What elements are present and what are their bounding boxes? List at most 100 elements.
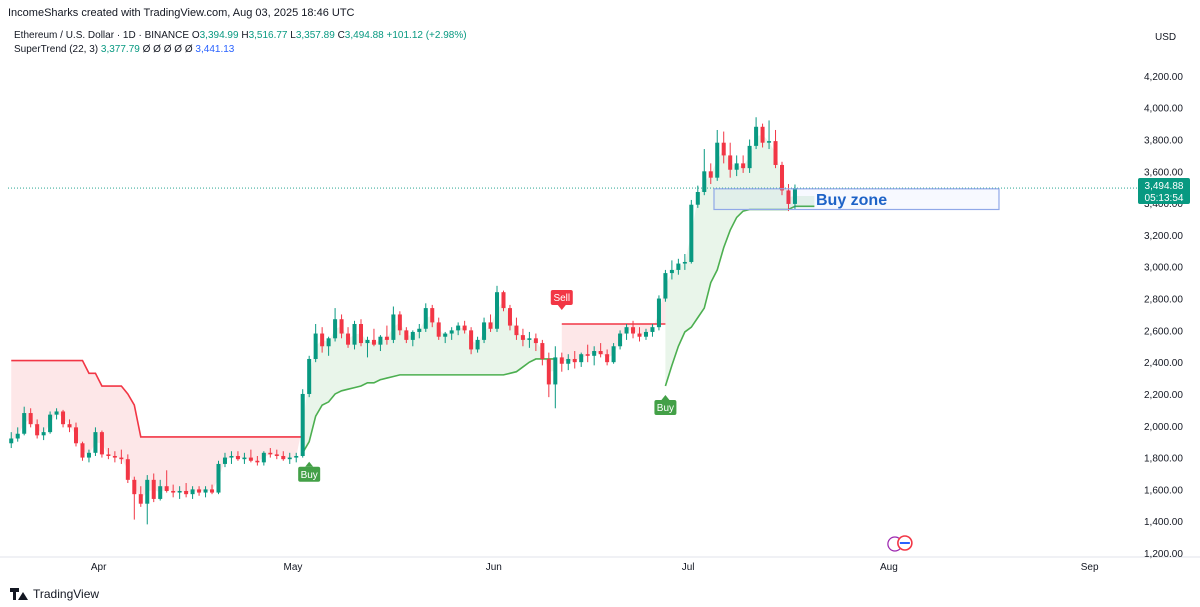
signal-pointer: [557, 304, 566, 310]
candle: [300, 389, 305, 458]
candle: [423, 303, 428, 332]
candle: [779, 161, 785, 196]
candle-body: [462, 325, 467, 331]
candle: [371, 328, 376, 347]
candle: [637, 327, 642, 342]
candle-body: [682, 261, 687, 264]
candle-body: [352, 323, 357, 345]
candle: [767, 120, 772, 150]
candle-body: [242, 457, 247, 460]
candle-body: [475, 339, 480, 350]
price-tick-label: 2,400.00: [1144, 358, 1183, 369]
candle-body: [741, 163, 746, 169]
candle-body: [287, 457, 292, 460]
last-price-tag: [1138, 178, 1190, 205]
candle: [514, 317, 519, 340]
close-value: 3,494.88: [344, 30, 384, 41]
candle: [553, 346, 558, 409]
candle: [475, 336, 480, 353]
candle: [184, 483, 189, 498]
candle: [106, 448, 111, 460]
candle: [93, 427, 98, 456]
signal-pointer: [661, 395, 670, 401]
candle-body: [689, 204, 694, 262]
candle: [650, 323, 655, 337]
candle: [462, 320, 467, 334]
candle-body: [9, 438, 14, 444]
candle: [352, 320, 357, 350]
candle: [294, 452, 299, 463]
candle-body: [592, 351, 597, 356]
candle-body: [643, 331, 648, 337]
candle-body: [333, 319, 338, 339]
candle: [28, 408, 33, 428]
candle-body: [695, 191, 700, 205]
candle-body: [443, 333, 448, 337]
candle: [728, 142, 733, 178]
candle: [307, 355, 312, 398]
price-tick-label: 3,600.00: [1144, 167, 1183, 178]
signal-label: Sell: [553, 293, 570, 304]
candle-body: [190, 489, 195, 495]
candle-body: [22, 413, 27, 434]
candle: [734, 155, 739, 177]
candle-body: [346, 333, 351, 345]
candle-body: [86, 452, 91, 458]
candle-body: [151, 479, 156, 499]
candle: [391, 306, 396, 344]
supertrend-bull-2-fill: [665, 134, 815, 387]
candle: [741, 155, 746, 173]
candle: [22, 406, 27, 436]
candle-body: [598, 351, 603, 355]
candle: [520, 328, 525, 347]
candle: [747, 139, 752, 173]
candle: [456, 322, 461, 336]
candle-body: [61, 411, 66, 425]
candle-body: [125, 459, 130, 480]
time-tick-label: Jul: [682, 562, 695, 573]
candle-body: [676, 263, 681, 270]
price-tick-label: 1,200.00: [1144, 549, 1183, 560]
candle-body: [605, 354, 610, 363]
tradingview-brand: TradingView: [33, 587, 100, 601]
candle: [618, 330, 623, 350]
candle-body: [222, 457, 227, 464]
candle: [378, 335, 383, 352]
candle: [125, 454, 130, 484]
candle: [339, 314, 344, 339]
high-value: 3,516.77: [248, 30, 288, 41]
candle-body: [559, 357, 564, 364]
candle: [41, 427, 46, 441]
candle-body: [456, 325, 461, 331]
candle: [320, 327, 325, 353]
candle: [404, 327, 409, 344]
candle-body: [702, 171, 707, 192]
price-tick-label: 2,200.00: [1144, 390, 1183, 401]
candle-body: [255, 460, 260, 463]
candle-body: [708, 171, 713, 178]
candle: [61, 409, 66, 428]
candle-body: [572, 358, 577, 363]
candle-body: [779, 164, 785, 191]
candle: [261, 451, 266, 466]
candle-body: [721, 142, 726, 156]
symbol-legend: Ethereum / U.S. Dollar · 1D · BINANCE O3…: [14, 30, 467, 41]
candle-body: [99, 432, 104, 455]
candle: [715, 129, 720, 181]
attribution-text: IncomeSharks created with TradingView.co…: [8, 7, 355, 19]
candle: [507, 304, 512, 331]
candle-body: [482, 322, 487, 340]
price-tick-label: 2,000.00: [1144, 422, 1183, 433]
candle-body: [579, 354, 584, 363]
candle-body: [624, 327, 629, 334]
candle-body: [430, 308, 435, 323]
candle-body: [397, 314, 402, 331]
candle: [384, 325, 389, 345]
time-tick-label: May: [284, 562, 303, 573]
candle: [274, 449, 279, 460]
candle: [313, 323, 318, 363]
candle-body: [378, 336, 383, 345]
time-tick-label: Aug: [880, 562, 898, 573]
candle-body: [656, 298, 661, 328]
